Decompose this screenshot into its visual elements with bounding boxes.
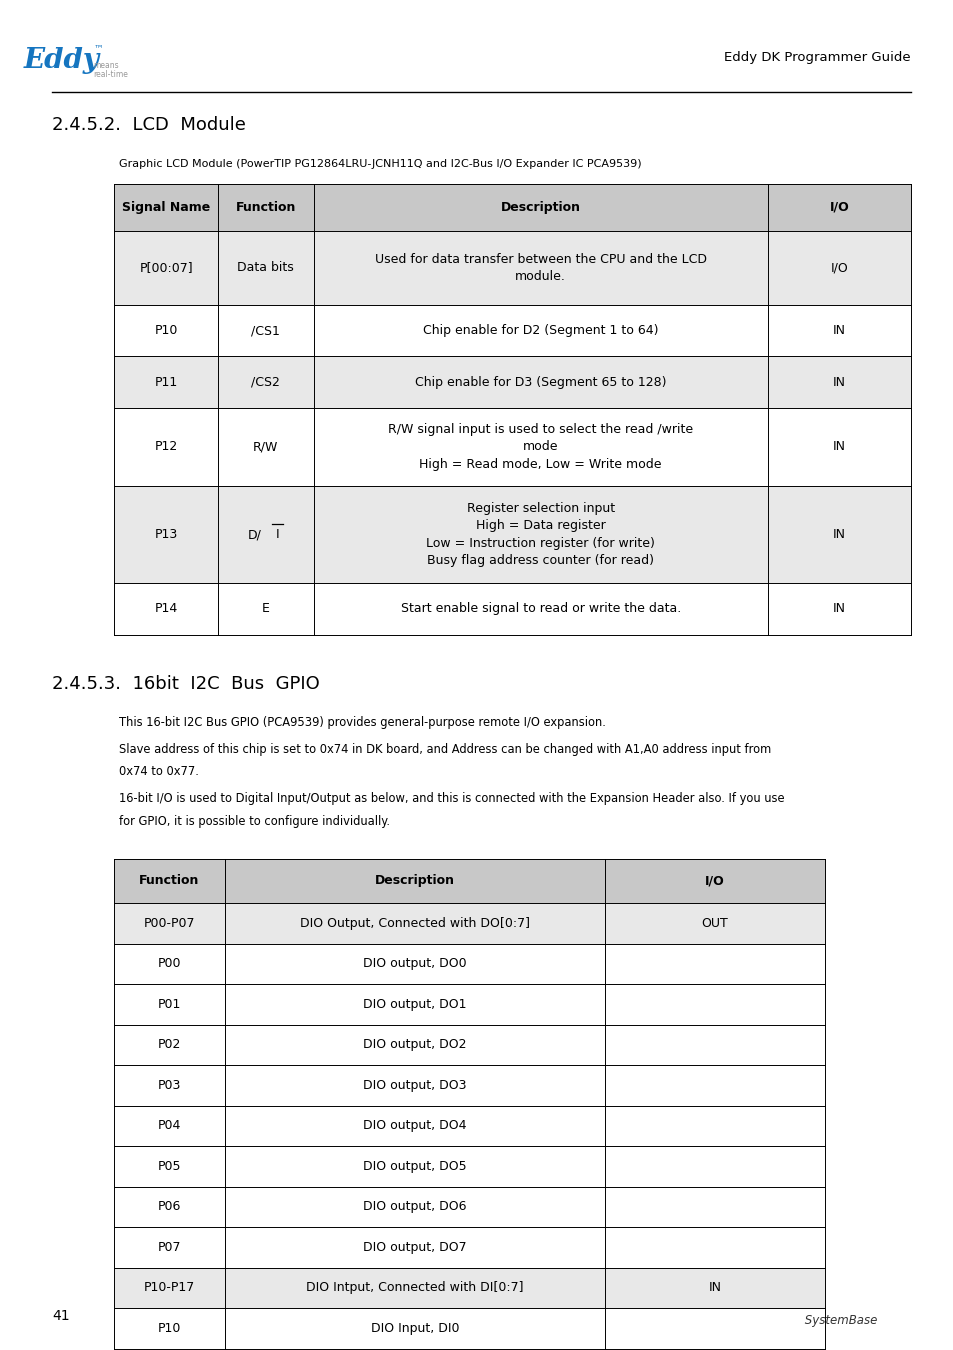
Bar	[114, 1025, 824, 1065]
Text: P10: P10	[154, 324, 178, 338]
Text: Data bits: Data bits	[237, 262, 294, 274]
Text: 16-bit I/O is used to Digital Input/Output as below, and this is connected with : 16-bit I/O is used to Digital Input/Outp…	[119, 792, 784, 806]
Text: P11: P11	[154, 375, 177, 389]
Bar	[114, 408, 910, 486]
Text: P02: P02	[157, 1038, 181, 1052]
Text: DIO output, DO0: DIO output, DO0	[362, 957, 466, 971]
Text: 0x74 to 0x77.: 0x74 to 0x77.	[119, 765, 199, 779]
Text: 2.4.5.2.  LCD  Module: 2.4.5.2. LCD Module	[52, 116, 246, 134]
Text: High = Data register: High = Data register	[476, 520, 605, 532]
Bar	[114, 1308, 824, 1349]
Text: D/: D/	[247, 528, 261, 541]
Bar	[114, 356, 910, 408]
Text: R/W signal input is used to select the read /write: R/W signal input is used to select the r…	[388, 423, 693, 436]
Text: for GPIO, it is possible to configure individually.: for GPIO, it is possible to configure in…	[119, 815, 390, 829]
Text: P07: P07	[157, 1241, 181, 1254]
Text: Eddy DK Programmer Guide: Eddy DK Programmer Guide	[723, 51, 910, 65]
Text: P13: P13	[154, 528, 177, 541]
Text: This 16-bit I2C Bus GPIO (PCA9539) provides general-purpose remote I/O expansion: This 16-bit I2C Bus GPIO (PCA9539) provi…	[119, 716, 605, 729]
Text: ™: ™	[93, 43, 103, 53]
Bar	[114, 1268, 824, 1308]
Text: E: E	[262, 602, 270, 616]
Bar	[114, 305, 910, 356]
Bar	[114, 944, 824, 984]
Bar	[114, 1065, 824, 1106]
Text: P05: P05	[157, 1160, 181, 1173]
Text: High = Read mode, Low = Write mode: High = Read mode, Low = Write mode	[419, 458, 661, 471]
Text: P01: P01	[157, 998, 181, 1011]
Text: 2.4.5.3.  16bit  I2C  Bus  GPIO: 2.4.5.3. 16bit I2C Bus GPIO	[52, 675, 320, 693]
Text: OUT: OUT	[701, 917, 728, 930]
Text: Register selection input: Register selection input	[466, 502, 614, 514]
Text: IN: IN	[832, 528, 845, 541]
Text: DIO output, DO6: DIO output, DO6	[363, 1200, 466, 1214]
Text: P10-P17: P10-P17	[144, 1281, 195, 1295]
Text: Eddy: Eddy	[24, 47, 100, 74]
Text: 41: 41	[52, 1310, 70, 1323]
Text: P06: P06	[157, 1200, 181, 1214]
Text: Low = Instruction register (for write): Low = Instruction register (for write)	[426, 537, 655, 549]
Text: DIO output, DO4: DIO output, DO4	[363, 1119, 466, 1133]
Bar	[114, 1106, 824, 1146]
Text: P00: P00	[157, 957, 181, 971]
Text: IN: IN	[832, 375, 845, 389]
Bar	[114, 1227, 824, 1268]
Text: real-time: real-time	[93, 70, 129, 80]
Text: IN: IN	[708, 1281, 720, 1295]
Text: Description: Description	[375, 875, 455, 887]
Text: Function: Function	[139, 875, 199, 887]
Text: Graphic LCD Module (PowerTIP PG12864LRU-JCNH11Q and I2C-Bus I/O Expander IC PCA9: Graphic LCD Module (PowerTIP PG12864LRU-…	[119, 159, 641, 169]
Text: Signal Name: Signal Name	[122, 201, 211, 213]
Text: DIO output, DO1: DIO output, DO1	[363, 998, 466, 1011]
Bar	[114, 486, 910, 583]
Text: R/W: R/W	[253, 440, 278, 454]
Text: SystemBase: SystemBase	[801, 1314, 877, 1327]
Text: I/O: I/O	[704, 875, 724, 887]
Bar	[114, 1187, 824, 1227]
Text: P14: P14	[154, 602, 177, 616]
Text: DIO output, DO3: DIO output, DO3	[363, 1079, 466, 1092]
Text: means: means	[93, 61, 119, 70]
Text: P03: P03	[157, 1079, 181, 1092]
Text: P00-P07: P00-P07	[144, 917, 195, 930]
Bar	[114, 903, 824, 944]
Text: DIO Output, Connected with DO[0:7]: DIO Output, Connected with DO[0:7]	[299, 917, 529, 930]
Text: DIO Input, DI0: DIO Input, DI0	[370, 1322, 458, 1335]
Text: P10: P10	[157, 1322, 181, 1335]
Text: P04: P04	[157, 1119, 181, 1133]
Text: IN: IN	[832, 602, 845, 616]
Text: DIO output, DO7: DIO output, DO7	[362, 1241, 466, 1254]
Bar	[114, 583, 910, 634]
Text: I/O: I/O	[830, 262, 847, 274]
Text: Used for data transfer between the CPU and the LCD: Used for data transfer between the CPU a…	[375, 252, 706, 266]
Text: DIO output, DO5: DIO output, DO5	[362, 1160, 466, 1173]
Bar	[114, 184, 910, 231]
Text: Description: Description	[500, 201, 580, 213]
Text: mode: mode	[522, 440, 558, 454]
Bar	[114, 1146, 824, 1187]
Text: IN: IN	[832, 324, 845, 338]
Bar	[114, 984, 824, 1025]
Text: Function: Function	[235, 201, 295, 213]
Text: Busy flag address counter (for read): Busy flag address counter (for read)	[427, 555, 654, 567]
Text: P12: P12	[154, 440, 177, 454]
Text: DIO Intput, Connected with DI[0:7]: DIO Intput, Connected with DI[0:7]	[306, 1281, 523, 1295]
Text: /CS2: /CS2	[252, 375, 280, 389]
Bar	[114, 859, 824, 903]
Text: IN: IN	[832, 440, 845, 454]
Text: I/O: I/O	[828, 201, 848, 213]
Text: Slave address of this chip is set to 0x74 in DK board, and Address can be change: Slave address of this chip is set to 0x7…	[119, 743, 771, 756]
Bar	[114, 231, 910, 305]
Text: Chip enable for D2 (Segment 1 to 64): Chip enable for D2 (Segment 1 to 64)	[422, 324, 658, 338]
Text: /CS1: /CS1	[252, 324, 280, 338]
Text: DIO output, DO2: DIO output, DO2	[363, 1038, 466, 1052]
Text: P[00:07]: P[00:07]	[139, 262, 193, 274]
Text: I: I	[275, 528, 279, 541]
Text: module.: module.	[515, 270, 565, 284]
Text: Chip enable for D3 (Segment 65 to 128): Chip enable for D3 (Segment 65 to 128)	[415, 375, 666, 389]
Text: Start enable signal to read or write the data.: Start enable signal to read or write the…	[400, 602, 680, 616]
